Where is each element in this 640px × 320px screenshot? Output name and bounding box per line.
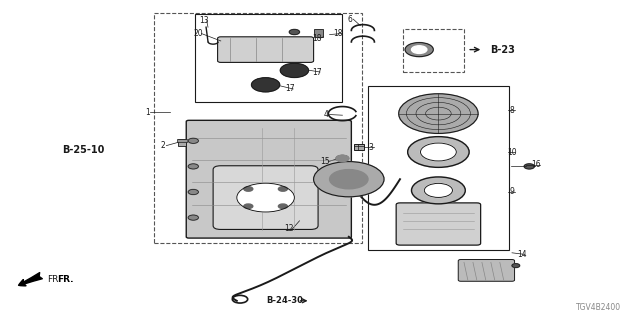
Text: 5: 5 [257,199,262,208]
Text: 9: 9 [509,188,515,196]
Circle shape [188,189,198,195]
Text: 7: 7 [355,167,360,176]
Circle shape [330,170,368,189]
Text: B-25-10: B-25-10 [62,145,104,156]
Text: FR.: FR. [58,276,74,284]
Circle shape [424,183,452,197]
Circle shape [336,155,349,162]
Text: 20: 20 [193,29,204,38]
Text: 18: 18 [333,29,342,38]
Bar [368,86,509,250]
Circle shape [188,215,198,220]
Text: FR.: FR. [47,276,61,284]
FancyBboxPatch shape [396,203,481,245]
Text: 16: 16 [531,160,541,169]
Circle shape [252,78,280,92]
Text: 11: 11 [338,178,347,187]
Bar [403,29,464,72]
Text: B-24-30: B-24-30 [266,296,303,305]
Circle shape [289,29,300,35]
Circle shape [420,143,456,161]
Bar [154,13,362,243]
Text: 1: 1 [145,108,150,116]
Circle shape [412,177,465,204]
Bar [195,14,342,102]
Text: B-23: B-23 [490,44,515,55]
Circle shape [278,187,287,191]
Circle shape [237,183,294,212]
Circle shape [405,43,433,57]
Circle shape [278,204,287,209]
Text: 18: 18 [312,34,321,43]
Text: 17: 17 [285,84,295,93]
Text: 17: 17 [312,68,322,76]
Circle shape [188,138,198,143]
Circle shape [244,187,253,191]
Text: TGV4B2400: TGV4B2400 [575,303,621,312]
FancyBboxPatch shape [186,120,351,238]
Bar [178,139,186,146]
Circle shape [314,162,384,197]
Text: 12: 12 [285,224,294,233]
Circle shape [280,63,308,77]
Text: 10: 10 [507,148,517,156]
Text: 8: 8 [509,106,515,115]
Circle shape [412,46,427,53]
Circle shape [244,204,253,209]
Text: 14: 14 [516,250,527,259]
FancyBboxPatch shape [218,37,314,62]
Circle shape [524,164,534,169]
Circle shape [512,264,520,268]
Circle shape [399,94,478,133]
Circle shape [408,137,469,167]
FancyBboxPatch shape [458,260,515,281]
Bar [354,144,364,150]
Text: 15: 15 [320,157,330,166]
Bar [314,29,323,37]
Text: 2: 2 [161,141,166,150]
FancyBboxPatch shape [213,166,318,229]
Circle shape [188,164,198,169]
Text: 4: 4 [324,110,329,119]
Text: 3: 3 [369,143,374,152]
Text: 6: 6 [348,15,353,24]
Text: 13: 13 [198,16,209,25]
Bar [177,139,187,142]
